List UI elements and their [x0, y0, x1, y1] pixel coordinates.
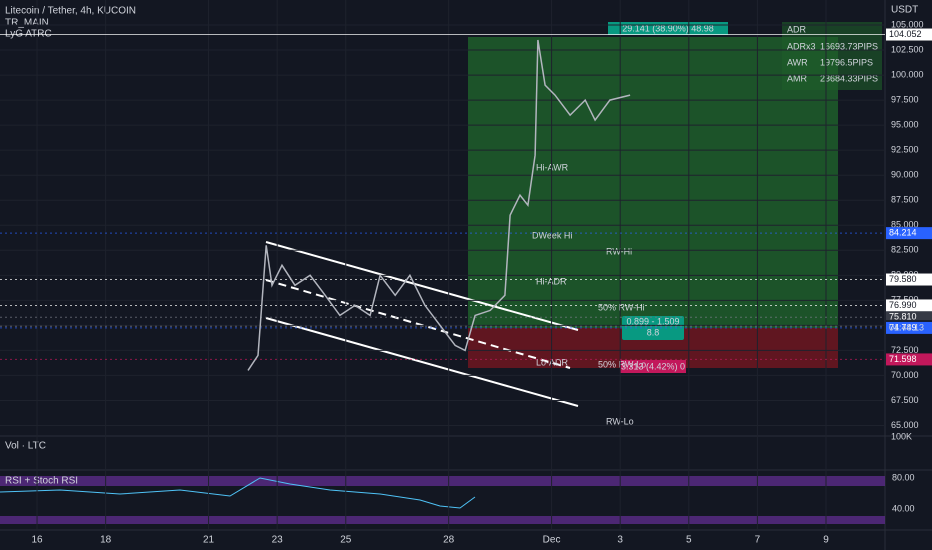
y-tick-label: 97.500 — [891, 94, 919, 104]
table-cell: ADR — [787, 24, 807, 34]
pane-scale: 100K — [891, 431, 912, 441]
y-tick-label: 92.500 — [891, 145, 919, 155]
level-label: RW-Hi — [606, 246, 632, 256]
price-tag-label: 76.990 — [889, 300, 917, 310]
price-tag — [886, 227, 932, 240]
y-tick-label: 67.500 — [891, 395, 919, 405]
table-cell: AWR — [787, 57, 808, 67]
pane-title: Vol · LTC — [5, 441, 46, 452]
y-tick-label: 72.500 — [891, 345, 919, 355]
trendline — [265, 279, 571, 369]
table-cell: 19796.5PIPS — [820, 57, 873, 67]
table-cell: ADRx3 — [787, 41, 816, 51]
y-tick-label: 100.000 — [891, 69, 924, 79]
price-tag-label: 104.052 — [889, 29, 922, 39]
rsi-tick: 40.00 — [892, 503, 915, 513]
level-label: Lo-ADR — [536, 357, 569, 367]
y-tick-label: 70.000 — [891, 370, 919, 380]
price-line-series — [247, 39, 631, 371]
trendline — [265, 317, 579, 407]
level-label: Hi-AWR — [536, 162, 569, 172]
entry-label: 0.899 - 1.509 — [626, 316, 679, 326]
x-tick-label: 18 — [100, 535, 112, 546]
price-tag — [886, 353, 932, 366]
rsi-tick: 80.00 — [892, 472, 915, 482]
x-tick-label: 9 — [823, 535, 829, 546]
x-tick-label: 16 — [31, 535, 43, 546]
currency: USDT — [891, 5, 918, 16]
price-tag — [886, 28, 932, 41]
x-tick-label: 3 — [617, 535, 623, 546]
x-tick-label: 28 — [443, 535, 455, 546]
price-tag — [886, 299, 932, 312]
pane-title: RSI + Stoch RSI — [5, 476, 78, 487]
x-tick-label: 25 — [340, 535, 352, 546]
y-tick-label: 102.500 — [891, 44, 924, 54]
y-tick-label: 85.000 — [891, 220, 919, 230]
y-tick-label: 87.500 — [891, 195, 919, 205]
level-label: DWeek Hi — [532, 230, 572, 240]
level-label: 50% RW-Lo — [598, 359, 646, 369]
y-tick-label: 95.000 — [891, 120, 919, 130]
table-bg — [782, 22, 882, 90]
price-tag-label: 71.598 — [889, 354, 917, 364]
chart-title: Litecoin / Tether, 4h, KUCOIN — [5, 6, 136, 17]
x-tick-label: 7 — [755, 535, 761, 546]
price-tag-label: 79.580 — [889, 274, 917, 284]
rsi-band — [0, 476, 885, 486]
price-tag — [886, 273, 932, 286]
trendline — [265, 241, 579, 331]
stats-table: ADR ADRx3 16693.73PIPS AWR 19796.5PIPS A… — [782, 22, 882, 90]
label-box — [620, 360, 686, 373]
x-tick-label: 23 — [272, 535, 284, 546]
x-tick-label: 21 — [203, 535, 215, 546]
x-tick-label: 5 — [686, 535, 692, 546]
price-tag-label: 84.214 — [889, 228, 917, 238]
countdown: 01:48:13 — [889, 323, 924, 333]
table-cell: AMR — [787, 73, 808, 83]
price-tag-label: 74.749 — [889, 322, 917, 332]
price-tag-label: 75.810 — [889, 312, 917, 322]
rsi-band — [0, 516, 885, 524]
rsi-line — [0, 477, 476, 509]
stop-label: 3.313 (4.42%) 0 — [621, 361, 685, 371]
table-cell: 23684.33PIPS — [820, 73, 878, 83]
table-cell: 16693.73PIPS — [820, 41, 878, 51]
indicator: TR_MAIN — [5, 18, 49, 29]
price-tag — [886, 321, 932, 334]
entry-label: 8.8 — [647, 327, 660, 337]
label-box — [622, 316, 684, 340]
price-tag — [886, 311, 932, 324]
y-tick-label: 82.500 — [891, 245, 919, 255]
y-tick-label: 90.000 — [891, 170, 919, 180]
x-tick-label: Dec — [543, 535, 561, 546]
target-label: 29.141 (38.90%) 48.98 — [622, 23, 714, 33]
level-label: 50% RW-Hi — [598, 302, 645, 312]
y-tick-label: 65.000 — [891, 420, 919, 430]
y-tick-label: 105.000 — [891, 19, 924, 29]
